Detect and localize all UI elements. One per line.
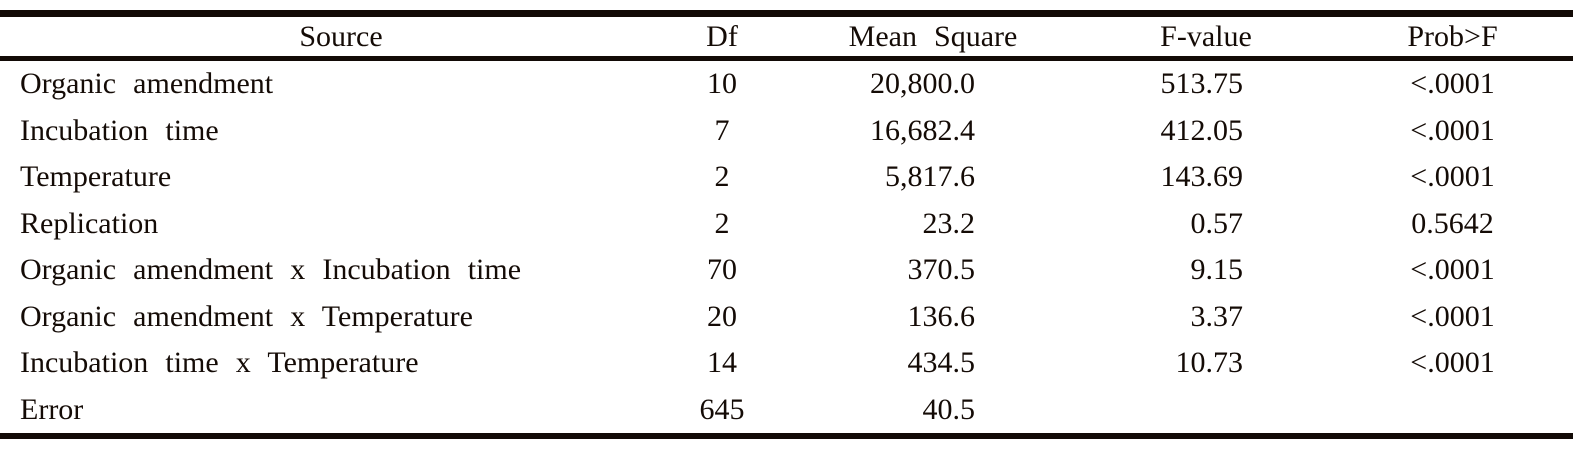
df-cell: 2 [714, 160, 730, 194]
f-value-cell: 412.05 [1160, 113, 1244, 147]
col-header-mean-square: Mean Square [848, 19, 1018, 53]
source-cell: Error [20, 392, 84, 426]
df-cell: 70 [707, 253, 737, 287]
table-row: Incubation time 7 16,682.4 412.05 <.0001 [0, 108, 1573, 155]
df-cell: 645 [699, 392, 745, 426]
top-rule [0, 10, 1573, 17]
bottom-rule [0, 433, 1573, 439]
f-value-cell: 513.75 [1160, 67, 1244, 101]
table-row: Organic amendment x Incubation time 70 3… [0, 247, 1573, 294]
f-value-cell: 0.57 [1190, 206, 1244, 240]
col-header-f-value: F-value [1160, 19, 1252, 53]
col-header-prob-f: Prob>F [1407, 19, 1498, 53]
source-cell: Incubation time x Temperature [20, 346, 419, 380]
mean-square-cell: 434.5 [907, 346, 976, 380]
df-cell: 20 [707, 299, 737, 333]
table-row: Organic amendment x Temperature 20 136.6… [0, 294, 1573, 341]
header-row: Source Df Mean Square F-value Prob>F [0, 17, 1573, 56]
prob-f-cell: 0.5642 [1411, 206, 1494, 240]
mean-square-cell: 40.5 [922, 392, 976, 426]
f-value-cell: 10.73 [1175, 346, 1244, 380]
table-row: Error 645 40.5 [0, 387, 1573, 434]
col-header-source: Source [299, 19, 383, 53]
source-cell: Temperature [20, 160, 172, 194]
mean-square-cell: 370.5 [907, 253, 976, 287]
mean-square-cell: 5,817.6 [885, 160, 975, 194]
source-cell: Organic amendment x Incubation time [20, 253, 522, 287]
table-row: Incubation time x Temperature 14 434.5 1… [0, 340, 1573, 387]
anova-table: Source Df Mean Square F-value Prob>F Org… [0, 10, 1573, 463]
prob-f-cell: <.0001 [1410, 67, 1495, 101]
table-row: Replication 2 23.2 0.57 0.5642 [0, 201, 1573, 248]
prob-f-cell: <.0001 [1410, 299, 1495, 333]
df-cell: 10 [707, 67, 737, 101]
mean-square-cell: 136.6 [907, 299, 976, 333]
table-row: Organic amendment 10 20,800.0 513.75 <.0… [0, 61, 1573, 108]
prob-f-cell: <.0001 [1410, 346, 1495, 380]
df-cell: 7 [714, 113, 730, 147]
mean-square-cell: 23.2 [922, 206, 976, 240]
f-value-cell: 9.15 [1190, 253, 1244, 287]
f-value-cell: 3.37 [1190, 299, 1244, 333]
source-cell: Organic amendment [20, 67, 274, 101]
mean-square-cell: 20,800.0 [870, 67, 975, 101]
source-cell: Organic amendment x Temperature [20, 299, 473, 333]
col-header-df: Df [706, 19, 738, 53]
df-cell: 14 [707, 346, 737, 380]
f-value-cell: 143.69 [1160, 160, 1244, 194]
prob-f-cell: <.0001 [1410, 253, 1495, 287]
df-cell: 2 [714, 206, 730, 240]
table-row: Temperature 2 5,817.6 143.69 <.0001 [0, 154, 1573, 201]
header-rule [0, 56, 1573, 61]
prob-f-cell: <.0001 [1410, 113, 1495, 147]
prob-f-cell: <.0001 [1410, 160, 1495, 194]
source-cell: Replication [20, 206, 159, 240]
source-cell: Incubation time [20, 113, 219, 147]
mean-square-cell: 16,682.4 [870, 113, 975, 147]
